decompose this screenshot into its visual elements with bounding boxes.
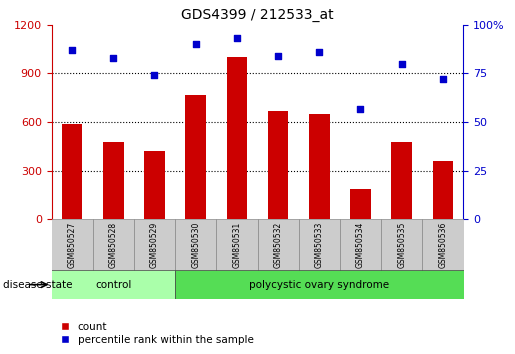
Text: polycystic ovary syndrome: polycystic ovary syndrome — [249, 280, 389, 290]
Point — [315, 49, 323, 55]
Bar — [175, 219, 216, 271]
Text: GSM850529: GSM850529 — [150, 222, 159, 268]
Bar — [103, 142, 124, 219]
Bar — [227, 57, 247, 219]
Point — [150, 73, 159, 78]
Bar — [185, 95, 206, 219]
Bar — [216, 219, 258, 271]
Text: GSM850535: GSM850535 — [397, 222, 406, 268]
Bar — [268, 111, 288, 219]
Bar — [93, 219, 134, 271]
Bar — [433, 161, 453, 219]
Legend: count, percentile rank within the sample: count, percentile rank within the sample — [57, 317, 258, 349]
Point — [398, 61, 406, 67]
Text: GSM850530: GSM850530 — [191, 222, 200, 268]
Bar — [175, 270, 464, 299]
Text: GSM850532: GSM850532 — [273, 222, 283, 268]
Text: GSM850528: GSM850528 — [109, 222, 118, 268]
Bar — [52, 270, 175, 299]
Bar — [258, 219, 299, 271]
Bar — [381, 219, 422, 271]
Bar — [299, 219, 340, 271]
Point — [68, 47, 76, 53]
Point — [192, 41, 200, 47]
Title: GDS4399 / 212533_at: GDS4399 / 212533_at — [181, 8, 334, 22]
Bar — [52, 219, 93, 271]
Bar — [340, 219, 381, 271]
Text: control: control — [95, 280, 131, 290]
Point — [233, 35, 241, 41]
Bar — [422, 219, 464, 271]
Bar — [62, 124, 82, 219]
Bar — [391, 142, 412, 219]
Text: disease state: disease state — [3, 280, 72, 290]
Text: GSM850531: GSM850531 — [232, 222, 242, 268]
Point — [109, 55, 117, 61]
Point — [356, 105, 365, 111]
Point — [274, 53, 282, 59]
Bar — [309, 114, 330, 219]
Text: GSM850533: GSM850533 — [315, 222, 324, 268]
Bar — [350, 189, 371, 219]
Text: GSM850536: GSM850536 — [438, 222, 448, 268]
Text: GSM850527: GSM850527 — [67, 222, 77, 268]
Text: GSM850534: GSM850534 — [356, 222, 365, 268]
Bar — [134, 219, 175, 271]
Point — [439, 76, 447, 82]
Bar — [144, 152, 165, 219]
